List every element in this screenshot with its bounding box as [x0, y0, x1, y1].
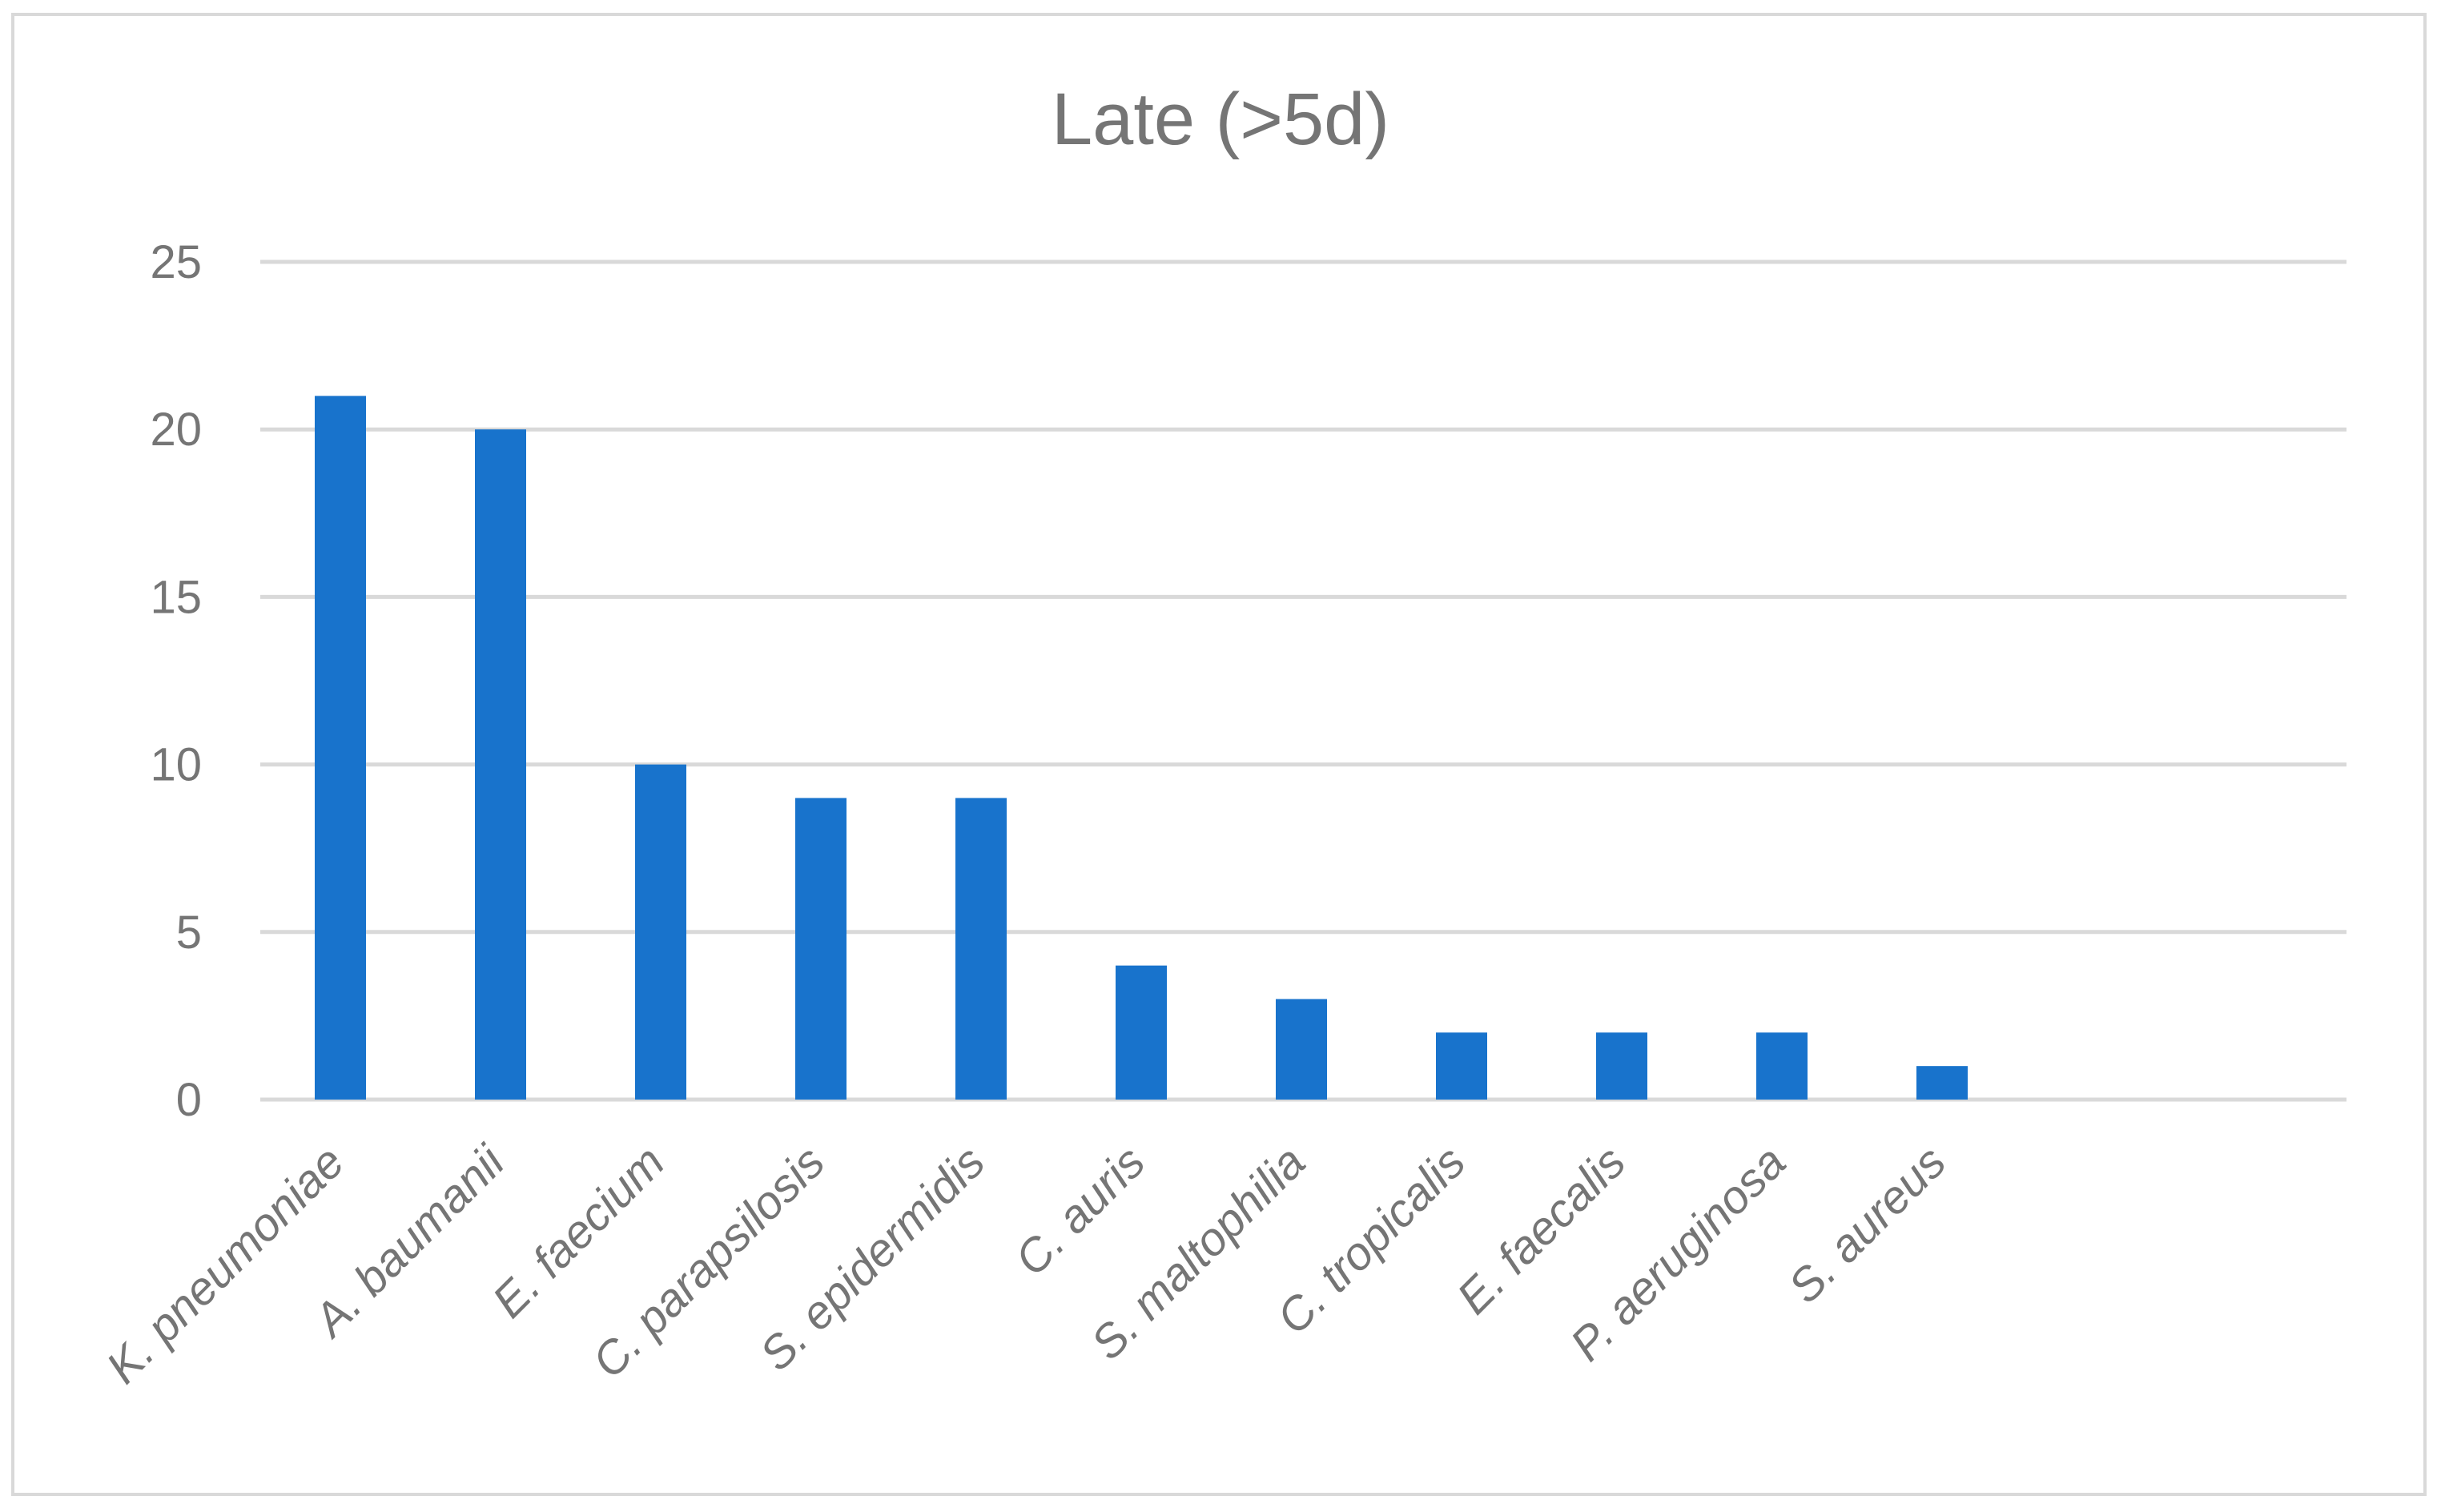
bars — [315, 396, 1968, 1100]
bar — [1756, 1032, 1808, 1100]
y-tick-label: 0 — [176, 1074, 202, 1126]
bar — [1596, 1032, 1647, 1100]
bar — [1916, 1066, 1968, 1100]
x-tick-label: K. pneumoniae — [96, 1136, 354, 1393]
chart-title: Late (>5d) — [1052, 78, 1389, 160]
bar — [1276, 999, 1327, 1100]
bar — [955, 798, 1007, 1100]
y-tick-label: 25 — [150, 236, 202, 288]
bar — [795, 798, 847, 1100]
bar — [475, 429, 526, 1100]
y-tick-label: 10 — [150, 739, 202, 791]
y-axis-tick-labels: 0 5 10 15 20 25 — [150, 236, 202, 1126]
bar — [1116, 965, 1167, 1100]
gridlines — [260, 259, 2346, 1102]
x-tick-label: S. aureus — [1779, 1136, 1956, 1313]
bar — [1436, 1032, 1487, 1100]
x-tick-label: C. auris — [1005, 1136, 1155, 1285]
bar — [635, 764, 686, 1100]
y-tick-label: 20 — [150, 404, 202, 456]
y-tick-label: 5 — [176, 907, 202, 959]
y-tick-label: 15 — [150, 571, 202, 623]
bar — [315, 396, 366, 1100]
